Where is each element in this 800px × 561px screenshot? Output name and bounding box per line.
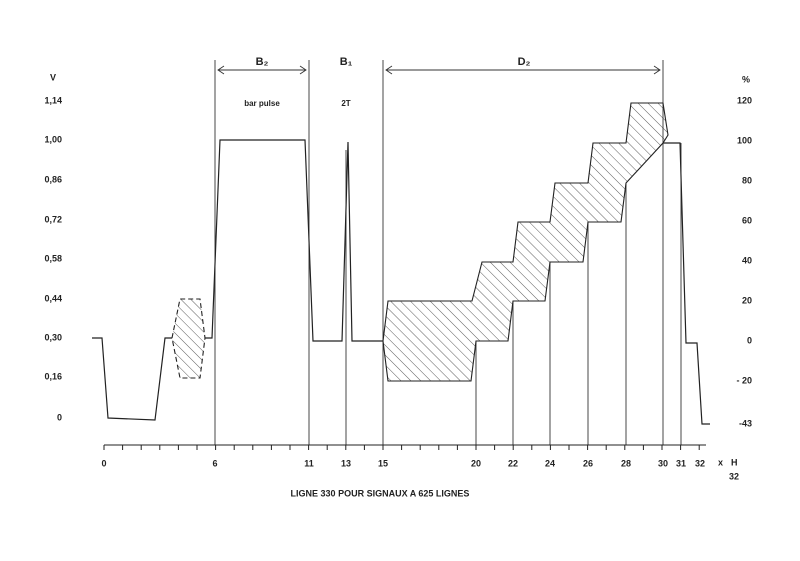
x-axis-ticks <box>103 445 700 450</box>
left-axis-label: 0,30 <box>44 332 62 342</box>
caption: LIGNE 330 POUR SIGNAUX A 625 LIGNES <box>291 488 470 498</box>
left-axis-label: 1,14 <box>44 95 62 105</box>
x-axis-label: 13 <box>341 458 351 468</box>
x-axis-label: 30 <box>658 458 668 468</box>
x-unit-denominator: 32 <box>729 471 739 481</box>
right-axis-label: 100 <box>737 135 752 145</box>
right-axis-label: -43 <box>739 418 752 428</box>
annotation: bar pulse <box>244 99 280 108</box>
x-axis-label: 24 <box>545 458 555 468</box>
right-axis-label: 0 <box>747 335 752 345</box>
right-axis-unit: % <box>742 74 750 84</box>
left-axis-label: 0,44 <box>44 293 62 303</box>
x-axis-label: 31 <box>676 458 686 468</box>
x-axis-label: 22 <box>508 458 518 468</box>
left-axis-label: 0 <box>57 412 62 422</box>
right-axis-label: - 20 <box>736 375 752 385</box>
span-label: B₁ <box>340 56 353 68</box>
left-axis-label: 0,16 <box>44 371 62 381</box>
annotation: 2T <box>341 99 350 108</box>
left-axis-label: 1,00 <box>44 134 62 144</box>
x-axis-label: 6 <box>212 458 217 468</box>
right-axis-labels: 120 100 80 60 40 20 0 - 20 -43 <box>736 95 752 428</box>
x-unit-prefix: x <box>718 457 723 467</box>
right-axis-label: 80 <box>742 175 752 185</box>
left-axis-unit: V <box>50 72 56 82</box>
left-axis-label: 0,86 <box>44 174 62 184</box>
x-axis-label: 15 <box>378 458 388 468</box>
left-axis-label: 0,72 <box>44 214 62 224</box>
right-axis-label: 120 <box>737 95 752 105</box>
x-axis-label: 28 <box>621 458 631 468</box>
x-axis-label: 20 <box>471 458 481 468</box>
span-label: D₂ <box>518 56 531 68</box>
x-axis-labels: 0 6 11 13 15 20 22 24 26 28 30 31 32 <box>101 458 705 468</box>
left-axis-label: 0,58 <box>44 253 62 263</box>
right-axis-label: 20 <box>742 295 752 305</box>
x-axis-label: 11 <box>304 458 314 468</box>
x-axis-label: 32 <box>695 458 705 468</box>
x-axis-label: 0 <box>101 458 106 468</box>
left-axis-labels: 1,14 1,00 0,86 0,72 0,58 0,44 0,30 0,16 0 <box>44 95 62 422</box>
right-axis-label: 60 <box>742 215 752 225</box>
hatched-region <box>382 102 669 382</box>
waveform <box>92 139 710 425</box>
span-label: B₂ <box>256 56 269 68</box>
span-arrows <box>217 65 661 75</box>
x-axis-label: 26 <box>583 458 593 468</box>
right-axis-label: 40 <box>742 255 752 265</box>
x-unit: H <box>731 457 738 467</box>
